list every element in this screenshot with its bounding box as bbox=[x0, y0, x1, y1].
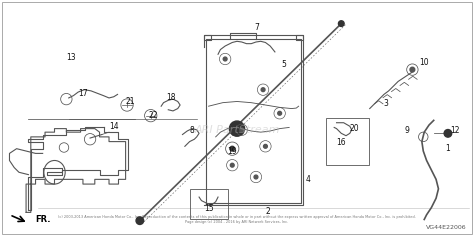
Circle shape bbox=[229, 121, 245, 136]
Text: 17: 17 bbox=[78, 89, 88, 98]
Circle shape bbox=[261, 88, 265, 92]
Text: 9: 9 bbox=[404, 126, 409, 135]
Text: Page design (c) 2004 - 2016 by ARI Network Services, Inc.: Page design (c) 2004 - 2016 by ARI Netwo… bbox=[185, 220, 289, 224]
Text: VG44E22006: VG44E22006 bbox=[426, 225, 467, 230]
Text: 14: 14 bbox=[109, 122, 118, 131]
Text: 10: 10 bbox=[419, 58, 429, 67]
Circle shape bbox=[240, 128, 244, 132]
Text: 18: 18 bbox=[166, 93, 175, 102]
Text: FR.: FR. bbox=[36, 215, 51, 223]
Text: ARI PartStream: ARI PartStream bbox=[194, 125, 280, 135]
Circle shape bbox=[254, 175, 258, 179]
Circle shape bbox=[278, 111, 282, 115]
Text: (c) 2003-2013 American Honda Motor Co., Inc. Reproduction of the contents of thi: (c) 2003-2013 American Honda Motor Co., … bbox=[58, 215, 416, 219]
Bar bbox=[326, 118, 369, 165]
Circle shape bbox=[230, 163, 234, 167]
Text: 2: 2 bbox=[265, 207, 270, 216]
Text: 13: 13 bbox=[66, 53, 76, 62]
Text: 4: 4 bbox=[306, 175, 310, 184]
Bar bbox=[190, 189, 228, 219]
Text: 3: 3 bbox=[384, 99, 389, 108]
Circle shape bbox=[410, 67, 415, 72]
Text: 20: 20 bbox=[349, 124, 359, 133]
Circle shape bbox=[230, 146, 235, 151]
Text: 7: 7 bbox=[255, 23, 259, 32]
Circle shape bbox=[136, 217, 144, 224]
Text: 16: 16 bbox=[337, 138, 346, 147]
Text: 5: 5 bbox=[281, 60, 286, 69]
Text: 21: 21 bbox=[125, 97, 135, 106]
Text: 8: 8 bbox=[190, 126, 194, 135]
Circle shape bbox=[264, 144, 267, 148]
Text: 19: 19 bbox=[228, 147, 237, 156]
Circle shape bbox=[444, 130, 452, 137]
Circle shape bbox=[338, 21, 344, 26]
Text: 22: 22 bbox=[148, 111, 158, 120]
Text: 1: 1 bbox=[446, 144, 450, 153]
Text: 15: 15 bbox=[205, 204, 214, 213]
Circle shape bbox=[223, 57, 227, 61]
Text: 12: 12 bbox=[450, 126, 460, 135]
